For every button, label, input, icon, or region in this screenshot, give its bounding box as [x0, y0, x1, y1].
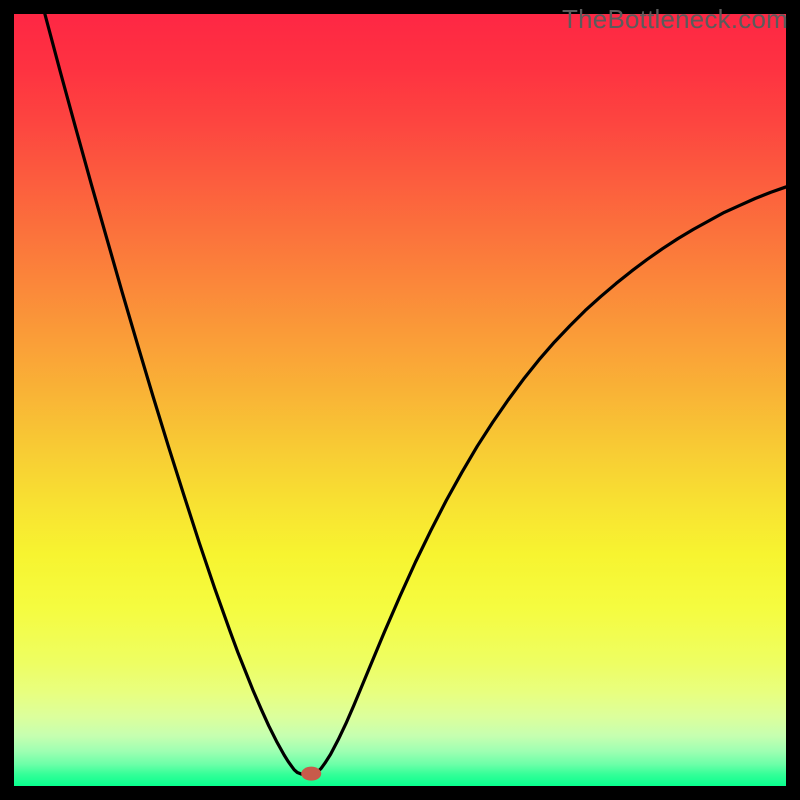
chart-svg	[0, 0, 800, 800]
optimal-point-marker	[301, 767, 321, 781]
plot-background	[14, 14, 786, 786]
bottleneck-chart: TheBottleneck.com	[0, 0, 800, 800]
watermark-text: TheBottleneck.com	[562, 4, 788, 35]
